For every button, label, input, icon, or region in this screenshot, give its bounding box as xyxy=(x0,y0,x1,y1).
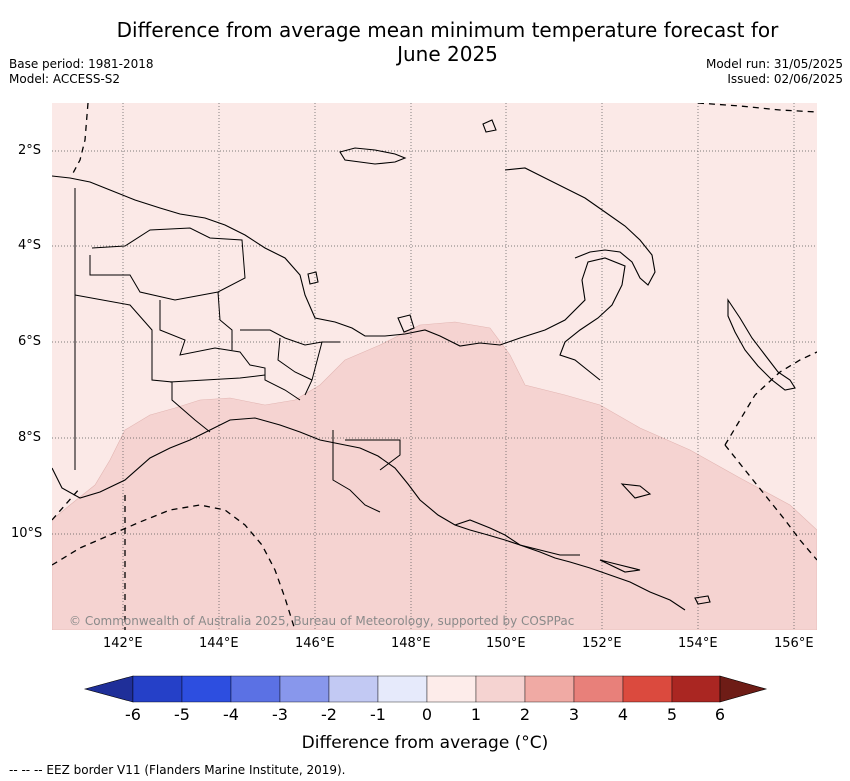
coastlines xyxy=(52,119,796,611)
lon-label: 150°E xyxy=(486,636,526,651)
colorbar-seg xyxy=(622,675,673,703)
medium-anomaly-region xyxy=(52,321,817,630)
graticule xyxy=(52,103,817,630)
colorbar-tick: 1 xyxy=(470,705,482,724)
colorbar-seg xyxy=(181,675,232,703)
small-island-3 xyxy=(307,271,319,285)
new-guinea-coast xyxy=(52,175,626,381)
colorbar-seg xyxy=(377,675,428,703)
colorbar-tick: 3 xyxy=(568,705,580,724)
new-britain xyxy=(504,167,656,286)
colorbar-seg xyxy=(426,675,477,703)
title-line-2: June 2025 xyxy=(397,42,498,66)
lat-label: 4°S xyxy=(18,238,42,253)
colorbar-label: Difference from average (°C) xyxy=(301,733,549,753)
small-island-1 xyxy=(482,119,497,133)
lon-label: 154°E xyxy=(678,636,718,651)
meta-left: Base period: 1981-2018 Model: ACCESS-S2 xyxy=(9,57,154,87)
colorbar-seg xyxy=(573,675,624,703)
base-period: Base period: 1981-2018 xyxy=(9,57,154,71)
colorbar xyxy=(83,675,768,703)
colorbar-tick: 4 xyxy=(617,705,629,724)
new-ireland xyxy=(339,147,407,165)
lon-label: 156°E xyxy=(774,636,814,651)
small-island-5 xyxy=(599,559,641,573)
lon-label: 144°E xyxy=(199,636,239,651)
title-line-1: Difference from average mean minimum tem… xyxy=(116,18,779,42)
colorbar-tick: 6 xyxy=(714,705,726,724)
model-name: Model: ACCESS-S2 xyxy=(9,72,121,86)
map-area xyxy=(52,103,817,630)
colorbar-tick: 5 xyxy=(666,705,678,724)
colorbar-seg xyxy=(279,675,330,703)
lat-label: 8°S xyxy=(18,430,42,445)
colorbar-tick: 2 xyxy=(519,705,531,724)
colorbar-extend-low xyxy=(83,675,134,703)
meta-right: Model run: 31/05/2025 Issued: 02/06/2025 xyxy=(706,57,843,87)
colorbar-seg xyxy=(132,675,183,703)
lon-label: 148°E xyxy=(391,636,431,651)
colorbar-extend-high xyxy=(719,675,768,703)
lon-label: 142°E xyxy=(103,636,143,651)
small-island-2 xyxy=(397,314,415,333)
lat-label: 2°S xyxy=(18,143,42,158)
colorbar-tick: 0 xyxy=(421,705,433,724)
colorbar-tick: -4 xyxy=(223,705,239,724)
eez-borders xyxy=(52,103,817,630)
colorbar-tick: -2 xyxy=(321,705,337,724)
bougainville xyxy=(727,298,796,391)
lat-label: 6°S xyxy=(18,334,42,349)
small-island-6 xyxy=(694,595,711,605)
small-island-4 xyxy=(620,483,652,499)
province-borders xyxy=(74,188,401,513)
colorbar-seg xyxy=(524,675,575,703)
model-run: Model run: 31/05/2025 xyxy=(705,57,843,71)
southeast-cape xyxy=(454,519,686,611)
copyright-notice: © Commonwealth of Australia 2025, Bureau… xyxy=(69,614,575,628)
lon-label: 152°E xyxy=(582,636,622,651)
colorbar-tick: -6 xyxy=(125,705,141,724)
colorbar-seg xyxy=(671,675,721,703)
chart-title: Difference from average mean minimum tem… xyxy=(90,18,805,66)
colorbar-tick: -1 xyxy=(370,705,386,724)
colorbar-seg xyxy=(230,675,281,703)
papua-south-coast xyxy=(52,417,580,556)
eez-legend: -- -- -- EEZ border V11 (Flanders Marine… xyxy=(9,763,346,777)
issued-date: Issued: 02/06/2025 xyxy=(727,72,843,86)
colorbar-tick: -3 xyxy=(272,705,288,724)
lat-label: 10°S xyxy=(11,526,43,541)
colorbar-seg xyxy=(475,675,526,703)
colorbar-tick: -5 xyxy=(174,705,190,724)
colorbar-seg xyxy=(328,675,379,703)
lon-label: 146°E xyxy=(295,636,335,651)
